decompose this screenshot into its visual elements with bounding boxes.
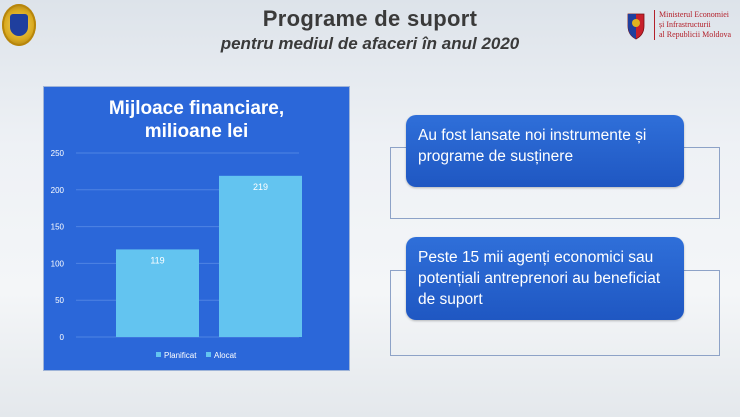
y-tick-label-150: 150 <box>51 223 65 232</box>
data-label-planificat: 119 <box>150 255 164 265</box>
info-box-1: Au fost lansate noi instrumente și progr… <box>406 115 684 187</box>
ministry-name: Ministerul Economiei și Infrastructurii … <box>654 10 740 40</box>
moldova-coat-of-arms-icon <box>627 13 645 40</box>
chart-title-line-2: milioane lei <box>144 121 249 142</box>
y-tick-label-0: 0 <box>60 333 65 342</box>
ministry-line-3: al Republicii Moldova <box>659 30 731 39</box>
page-title: Programe de suport <box>262 6 478 31</box>
y-tick-label-250: 250 <box>51 149 65 158</box>
info-box-2: Peste 15 mii agenți economici sau potenț… <box>406 237 684 320</box>
y-tick-label-200: 200 <box>51 186 65 195</box>
legend-swatch-alocat <box>206 352 211 357</box>
bar-alocat <box>219 175 302 337</box>
bar-chart: 0 50 100 150 200 250 119 219 Planificat Alocat <box>51 149 302 360</box>
y-tick-label-100: 100 <box>51 259 65 268</box>
chart-title-line-1: Mijloace financiare, <box>108 98 285 119</box>
data-label-alocat: 219 <box>253 182 268 192</box>
ministry-line-1: Ministerul Economiei <box>659 10 729 19</box>
chart-title: Mijloace financiare, milioane lei <box>44 97 349 143</box>
state-emblem-logo <box>2 4 36 46</box>
y-tick-label-50: 50 <box>55 296 64 305</box>
bar-planificat <box>116 249 199 337</box>
legend-label-planificat: Planificat <box>164 351 197 360</box>
legend-label-alocat: Alocat <box>214 351 237 360</box>
ministry-line-2: și Infrastructurii <box>659 20 711 29</box>
legend-swatch-planificat <box>156 352 161 357</box>
info-box-2-text: Peste 15 mii agenți economici sau potenț… <box>418 249 661 308</box>
page-subtitle: pentru mediul de afaceri în anul 2020 <box>220 34 520 53</box>
chart-panel: Mijloace financiare, milioane lei 0 50 100… <box>44 87 349 370</box>
info-box-1-text: Au fost lansate noi instrumente și progr… <box>418 127 647 165</box>
